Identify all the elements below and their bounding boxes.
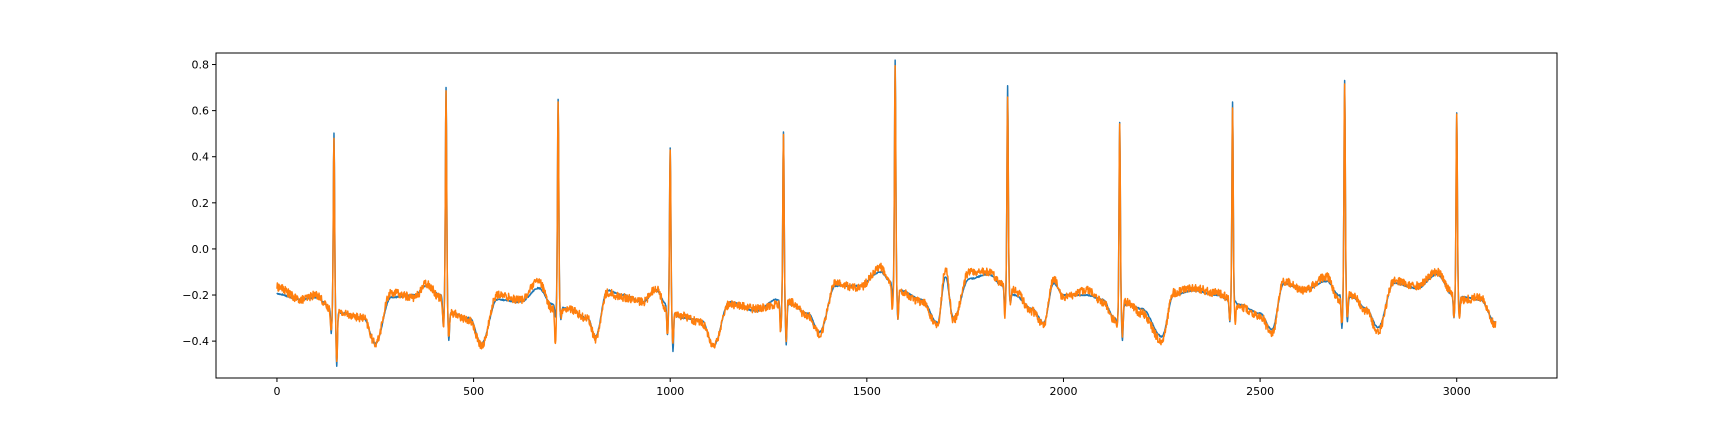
y-tick-label: 0.2 [192, 197, 210, 210]
y-tick-label: 0.8 [192, 59, 210, 72]
x-tick-label: 1000 [656, 385, 684, 398]
x-tick-label: 0 [273, 385, 280, 398]
y-tick-label: 0.0 [192, 243, 210, 256]
y-axis: −0.4 −0.2 0.0 0.2 0.4 0.6 0.8 [182, 59, 216, 348]
series-layer [276, 59, 1497, 367]
y-tick-label: 0.6 [192, 105, 210, 118]
y-tick-label: −0.4 [182, 335, 209, 348]
series-line-2 [276, 65, 1497, 363]
x-tick-label: 2000 [1049, 385, 1077, 398]
x-tick-label: 2500 [1246, 385, 1274, 398]
x-tick-label: 1500 [853, 385, 881, 398]
x-tick-label: 500 [463, 385, 484, 398]
x-tick-label: 3000 [1443, 385, 1471, 398]
plot-frame [215, 52, 1558, 379]
plot-area: 0 500 1000 1500 2000 2500 3000 −0.4 −0.2 0.0 0.2 0… [182, 52, 1558, 398]
y-tick-label: −0.2 [182, 289, 209, 302]
x-axis: 0 500 1000 1500 2000 2500 3000 [273, 378, 1471, 398]
y-tick-label: 0.4 [192, 151, 210, 164]
